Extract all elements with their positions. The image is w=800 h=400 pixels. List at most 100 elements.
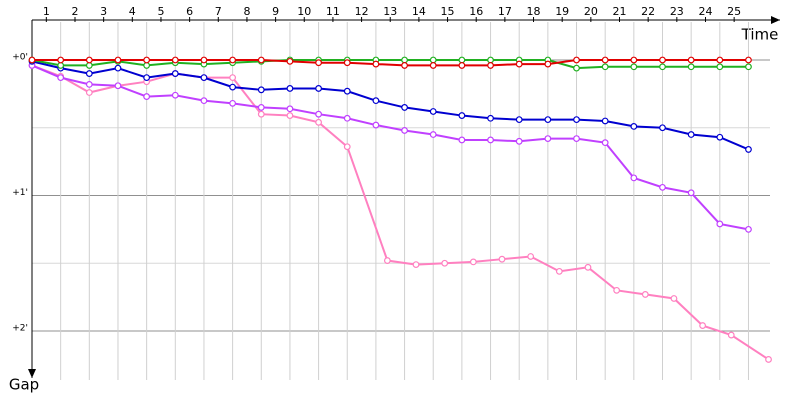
data-point <box>716 133 724 141</box>
x-tick-label: 2 <box>71 5 78 18</box>
x-tick-label: 25 <box>727 5 741 18</box>
data-point <box>315 110 322 118</box>
data-point <box>659 56 666 64</box>
data-point <box>257 86 265 94</box>
data-point <box>573 64 580 72</box>
data-point <box>515 60 523 68</box>
data-point <box>85 80 93 88</box>
x-axis-title: Time <box>741 26 779 44</box>
data-point <box>716 63 724 71</box>
x-tick-label: 18 <box>527 5 541 18</box>
data-point <box>687 131 695 138</box>
data-point <box>85 56 93 64</box>
data-point <box>28 56 36 64</box>
x-tick-label: 7 <box>215 5 222 18</box>
data-point <box>601 117 609 125</box>
data-point <box>487 114 494 122</box>
data-point <box>745 63 752 71</box>
data-point <box>57 56 65 64</box>
data-point <box>487 62 494 69</box>
x-tick-label: 5 <box>157 5 164 18</box>
data-point <box>343 87 351 95</box>
data-point <box>659 124 666 132</box>
data-point <box>315 85 322 92</box>
data-point <box>372 121 380 129</box>
x-tick-label: 15 <box>441 5 455 18</box>
data-point <box>412 261 420 269</box>
data-point <box>716 56 724 64</box>
data-point <box>315 59 322 67</box>
data-point <box>573 135 580 142</box>
data-point <box>114 82 122 90</box>
data-point <box>498 255 506 263</box>
y-tick-label: +1' <box>12 188 28 198</box>
x-tick-label: 19 <box>555 5 569 18</box>
data-point <box>458 56 466 64</box>
data-point <box>372 97 380 105</box>
x-tick-label: 13 <box>383 5 397 18</box>
data-point <box>601 139 609 147</box>
data-point <box>584 263 592 271</box>
data-point <box>687 56 695 64</box>
data-point <box>343 143 351 151</box>
data-point <box>659 63 666 71</box>
data-point <box>469 258 477 266</box>
x-tick-label: 20 <box>584 5 598 18</box>
x-tick-label: 22 <box>641 5 655 18</box>
data-point <box>687 189 695 197</box>
data-point <box>699 322 707 329</box>
data-point <box>441 259 449 267</box>
data-point <box>286 105 294 113</box>
series-line <box>31 59 749 70</box>
data-point <box>143 56 151 64</box>
data-point <box>401 56 408 64</box>
data-point <box>229 83 237 91</box>
data-point <box>458 112 466 119</box>
x-tick-label: 23 <box>670 5 684 18</box>
data-point <box>630 122 638 130</box>
y-axis-arrow <box>28 369 36 378</box>
data-point <box>630 63 638 71</box>
data-point <box>286 85 294 92</box>
data-point <box>85 89 93 96</box>
x-tick-label: 8 <box>243 5 250 18</box>
data-point <box>257 110 265 118</box>
x-axis-arrow <box>771 16 780 24</box>
x-tick-label: 17 <box>498 5 512 18</box>
x-tick-label: 10 <box>297 5 311 18</box>
data-point <box>229 74 237 82</box>
data-point <box>659 183 666 191</box>
data-point <box>200 74 208 82</box>
data-point <box>515 137 523 145</box>
x-tick-label: 6 <box>186 5 193 18</box>
data-point <box>573 56 580 64</box>
data-point <box>429 131 437 138</box>
data-point <box>143 74 151 82</box>
data-point <box>515 116 523 124</box>
x-tick-label: 11 <box>326 5 340 18</box>
x-tick-label: 1 <box>43 5 50 18</box>
y-axis-title: Gap <box>9 376 39 394</box>
data-point <box>85 62 93 69</box>
data-point <box>429 62 437 69</box>
data-point <box>544 60 552 68</box>
data-point <box>57 74 65 82</box>
data-point <box>401 62 408 69</box>
data-point <box>114 64 122 72</box>
data-point <box>383 257 391 264</box>
x-tick-label: 16 <box>469 5 483 18</box>
x-tick-label: 3 <box>100 5 107 18</box>
data-point <box>200 56 208 64</box>
data-point <box>315 118 322 126</box>
data-point <box>171 56 179 64</box>
data-point <box>229 56 237 64</box>
data-point <box>544 116 552 124</box>
data-point <box>257 56 265 64</box>
x-tick-label: 24 <box>698 5 712 18</box>
data-point <box>630 56 638 64</box>
data-point <box>143 93 151 100</box>
data-point <box>143 62 151 69</box>
data-point <box>57 62 65 69</box>
data-point <box>286 57 294 65</box>
